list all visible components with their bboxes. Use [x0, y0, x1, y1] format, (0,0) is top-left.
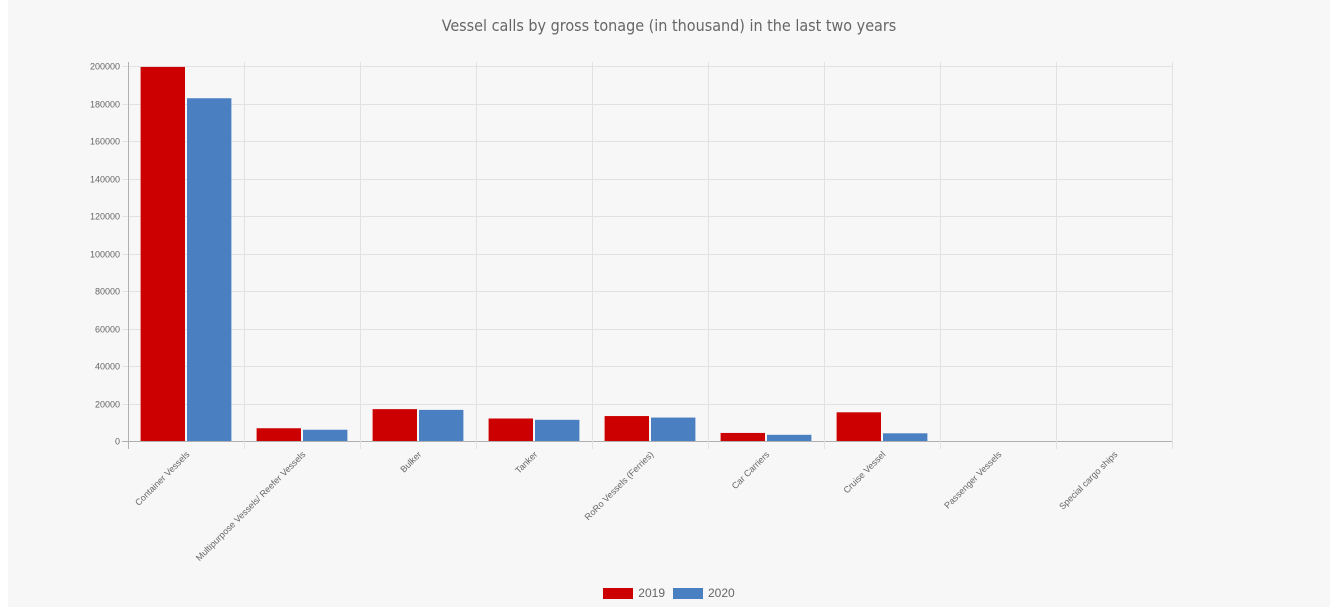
bar-2019-6[interactable]: [836, 412, 881, 441]
legend-swatch: [603, 587, 634, 599]
y-tick-label: 0: [115, 437, 120, 447]
y-tick-label: 60000: [95, 325, 120, 335]
x-tick-label: Car Carriers: [730, 449, 772, 491]
y-tick-label: 140000: [90, 175, 120, 185]
x-tick-label: Tanker: [513, 449, 539, 475]
x-tick-label: Bulker: [398, 449, 423, 474]
y-tick-label: 180000: [90, 100, 120, 110]
bar-2019-4[interactable]: [604, 416, 649, 441]
chart-title: Vessel calls by gross tonage (in thousan…: [441, 16, 897, 35]
grid-layer: [122, 62, 1173, 449]
y-tick-label: 200000: [90, 62, 120, 72]
bar-2020-3[interactable]: [535, 419, 580, 441]
bar-2019-1[interactable]: [256, 428, 301, 441]
legend-item-2020[interactable]: 2020: [673, 586, 735, 600]
legend-swatch: [673, 587, 703, 599]
x-tick-label: Passenger Vessels: [942, 449, 1004, 511]
y-tick-label: 40000: [95, 362, 120, 372]
y-tick-label: 20000: [95, 400, 120, 410]
y-tick-label: 80000: [95, 287, 120, 297]
legend-item-2019[interactable]: 2019: [603, 586, 665, 600]
bar-2020-5[interactable]: [767, 434, 812, 441]
bar-2020-4[interactable]: [651, 417, 696, 441]
chart-legend: 2019 2020: [0, 586, 1338, 600]
bar-chart: 0 20000 40000 60000 80000 100000 120000 140000 1…: [90, 62, 1173, 563]
y-tick-label: 120000: [90, 212, 120, 222]
bar-2020-6[interactable]: [883, 433, 928, 441]
bar-2020-2[interactable]: [419, 409, 464, 441]
bar-2019-0[interactable]: [140, 66, 185, 441]
x-tick-label: Multipurpose Vessels/ Reefer Vessels: [194, 449, 308, 563]
x-tick-label: Container Vessels: [133, 449, 192, 508]
bar-2019-3[interactable]: [488, 418, 533, 442]
y-tick-label: 160000: [90, 137, 120, 147]
x-tick-label: Special cargo ships: [1057, 449, 1120, 512]
bar-2019-5[interactable]: [720, 432, 765, 441]
legend-label: 2019: [638, 586, 665, 600]
bar-2019-2[interactable]: [372, 409, 417, 441]
bar-2020-0[interactable]: [187, 98, 232, 441]
x-tick-label: Cruise Vessel: [841, 449, 887, 495]
legend-label: 2020: [708, 586, 735, 600]
bars-layer[interactable]: [140, 66, 928, 442]
bar-2020-1[interactable]: [303, 429, 348, 441]
x-tick-label: RoRo Vessels (Ferries): [583, 449, 656, 522]
y-tick-label: 100000: [90, 250, 120, 260]
